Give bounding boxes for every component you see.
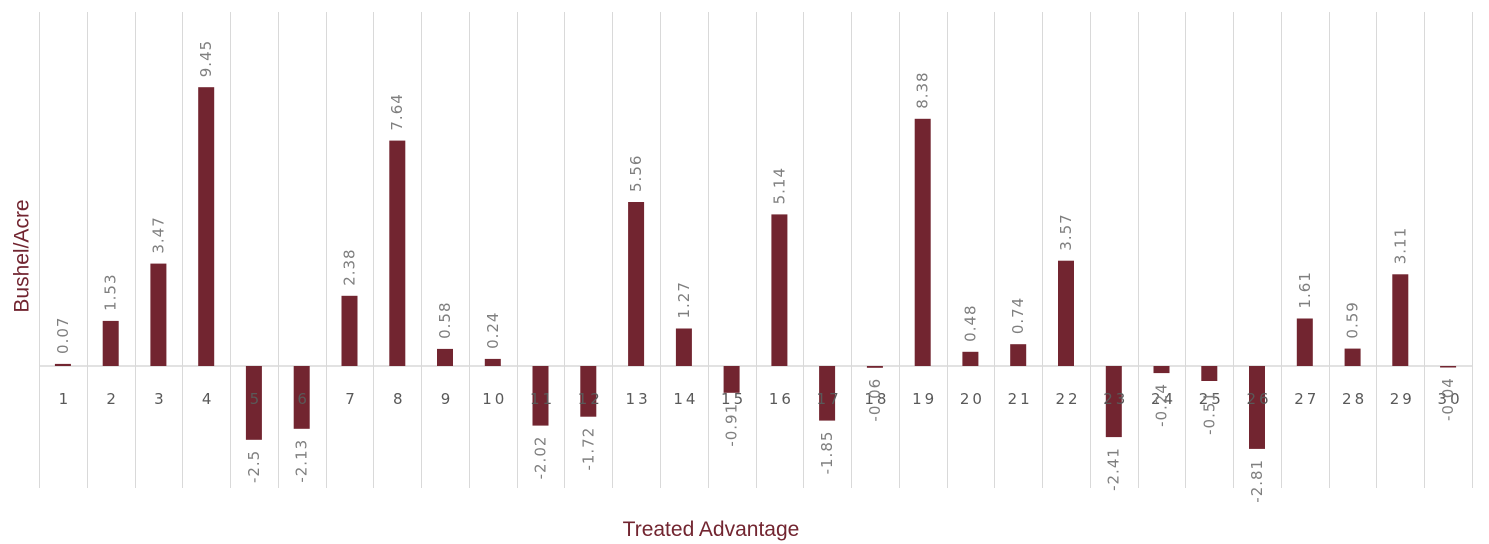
y-axis-title: Bushel/Acre <box>11 199 34 312</box>
data-label: -1.85 <box>818 431 836 475</box>
x-tick-label: 14 <box>673 390 698 408</box>
data-label: 2.38 <box>340 248 358 285</box>
x-tick-label: 6 <box>297 390 310 408</box>
x-tick-label: 22 <box>1055 390 1080 408</box>
x-tick-labels: 1 2 3 4 5 6 7 8 9 10 11 12 13 14 15 16 17 18 19 20 21 22 23 24 2… <box>59 390 1463 408</box>
bar-20 <box>962 351 979 366</box>
bar-25 <box>1201 366 1218 381</box>
bar-29 <box>1392 274 1409 366</box>
bar-22 <box>1058 260 1074 366</box>
bar-9 <box>437 348 453 366</box>
bar-18 <box>866 366 883 368</box>
x-tick-label: 24 <box>1151 390 1176 408</box>
data-label: 3.47 <box>149 216 167 253</box>
data-label: -2.81 <box>1248 459 1266 503</box>
data-label: 5.56 <box>627 155 645 192</box>
data-label: 1.27 <box>675 281 693 318</box>
x-tick-label: 11 <box>530 390 555 408</box>
data-label: -0.04 <box>1439 377 1457 421</box>
data-label: 9.45 <box>197 40 215 77</box>
data-label: -2.02 <box>532 436 550 480</box>
bar-28 <box>1344 348 1361 366</box>
data-label: 0.48 <box>961 304 979 341</box>
bar-10 <box>484 358 501 366</box>
bar-24 <box>1153 366 1170 374</box>
x-tick-label: 18 <box>864 390 889 408</box>
bar-17 <box>819 366 836 421</box>
data-label: 1.61 <box>1296 271 1314 308</box>
x-tick-label: 21 <box>1008 390 1033 408</box>
bar-19 <box>914 118 931 366</box>
data-label: -2.13 <box>293 439 311 483</box>
x-tick-label: 30 <box>1438 390 1463 408</box>
x-tick-label: 27 <box>1294 390 1319 408</box>
bar-15 <box>723 366 740 393</box>
data-label: 0.24 <box>484 312 502 349</box>
bar-27 <box>1296 318 1313 366</box>
data-labels: 0.07 1.53 3.47 9.45 -2.5 -2.13 2.38 7.64 0.58 0.2… <box>54 40 1457 503</box>
x-tick-label: 23 <box>1103 390 1128 408</box>
bar-26 <box>1249 366 1265 449</box>
bar-30 <box>1440 366 1457 368</box>
bar-12 <box>580 366 597 417</box>
gridlines <box>39 12 1473 488</box>
data-label: 0.74 <box>1009 297 1027 334</box>
x-tick-label: 25 <box>1199 390 1224 408</box>
bar-14 <box>675 328 692 366</box>
data-label: 1.53 <box>102 273 120 310</box>
bar-21 <box>1010 344 1027 366</box>
data-label: -0.51 <box>1200 391 1218 435</box>
bar-7 <box>341 295 358 366</box>
data-label: 3.11 <box>1391 227 1409 264</box>
data-label: -0.24 <box>1153 383 1171 427</box>
x-tick-label: 7 <box>345 390 358 408</box>
bar-16 <box>771 214 788 366</box>
bar-2 <box>102 320 119 366</box>
data-label: -2.5 <box>245 450 263 483</box>
x-tick-label: 16 <box>769 390 794 408</box>
x-tick-label: 19 <box>912 390 937 408</box>
data-label: 0.59 <box>1344 301 1362 338</box>
data-label: 0.58 <box>436 301 454 338</box>
bars <box>54 87 1457 449</box>
x-tick-label: 8 <box>393 390 406 408</box>
bar-11 <box>532 366 549 426</box>
bar-13 <box>628 202 645 366</box>
x-tick-label: 13 <box>626 390 651 408</box>
data-label: -1.72 <box>579 427 597 471</box>
data-label: -0.06 <box>866 378 884 422</box>
x-tick-label: 10 <box>482 390 507 408</box>
bar-23 <box>1105 366 1122 438</box>
data-label: -2.41 <box>1105 447 1123 491</box>
bar-3 <box>150 263 167 366</box>
x-tick-label: 17 <box>817 390 842 408</box>
x-tick-label: 12 <box>578 390 603 408</box>
x-tick-label: 4 <box>202 390 215 408</box>
x-axis-title: Treated Advantage <box>623 518 800 541</box>
data-label: 5.14 <box>770 167 788 204</box>
x-tick-label: 9 <box>441 390 454 408</box>
bar-1 <box>54 363 71 366</box>
x-tick-label: 1 <box>59 390 72 408</box>
x-tick-label: 5 <box>250 390 263 408</box>
bar-4 <box>198 87 215 366</box>
bar-8 <box>389 140 406 366</box>
x-tick-label: 2 <box>106 390 119 408</box>
bar-5 <box>245 366 262 440</box>
x-tick-label: 26 <box>1246 390 1271 408</box>
x-tick-label: 20 <box>960 390 985 408</box>
x-tick-label: 3 <box>154 390 167 408</box>
bar-6 <box>293 366 310 429</box>
data-label: 3.57 <box>1057 213 1075 250</box>
x-tick-label: 15 <box>721 390 746 408</box>
data-label: -0.91 <box>723 403 741 447</box>
data-label: 8.38 <box>914 71 932 108</box>
data-label: 7.64 <box>388 93 406 130</box>
data-label: 0.07 <box>54 317 72 354</box>
x-tick-label: 28 <box>1342 390 1367 408</box>
x-tick-label: 29 <box>1390 390 1415 408</box>
